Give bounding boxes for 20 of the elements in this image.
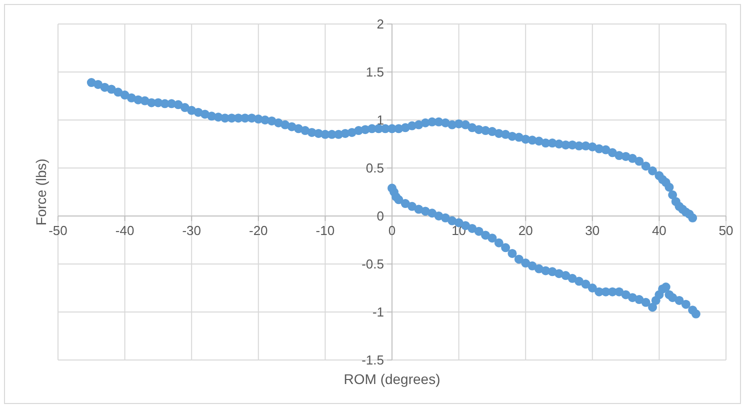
y-tick-label: -0.5 xyxy=(362,256,384,272)
x-tick-label: 40 xyxy=(652,223,666,238)
y-axis-title: Force (lbs) xyxy=(33,158,49,226)
y-tick-label: 1 xyxy=(376,112,384,128)
x-tick-label: -30 xyxy=(182,223,201,238)
x-tick-label: -40 xyxy=(115,223,134,238)
y-tick-label: 2 xyxy=(376,16,384,32)
x-tick-label: -50 xyxy=(48,223,68,238)
y-tick-label: 0 xyxy=(376,208,384,224)
x-tick-label: 0 xyxy=(388,223,396,238)
x-tick-label: -20 xyxy=(249,223,268,238)
x-tick-label: 30 xyxy=(585,223,600,238)
x-tick-label: 50 xyxy=(718,223,734,238)
y-tick-label: 0.5 xyxy=(366,160,384,176)
x-tick-label: -10 xyxy=(316,223,335,238)
x-axis-title: ROM (degrees) xyxy=(344,371,440,387)
y-tick-label: -1.5 xyxy=(362,352,384,368)
y-tick-label: 1.5 xyxy=(366,64,384,80)
y-tick-label: -1 xyxy=(372,304,384,320)
x-tick-label: 20 xyxy=(518,223,533,238)
